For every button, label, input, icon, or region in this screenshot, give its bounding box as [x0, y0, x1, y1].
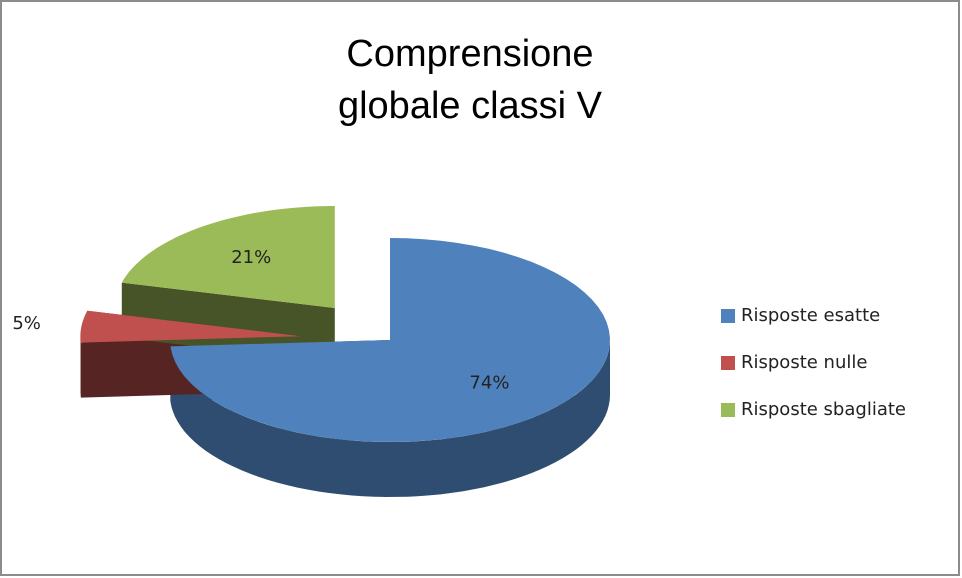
legend-swatch [721, 403, 735, 417]
slice-wall [121, 282, 335, 363]
slice [80, 310, 301, 343]
data-label: 21% [231, 247, 271, 268]
legend-label: Risposte nulle [741, 352, 867, 373]
slice [170, 238, 610, 442]
data-label: 74% [469, 372, 509, 393]
legend-label: Risposte esatte [741, 305, 880, 326]
data-label: 5% [12, 313, 41, 334]
chart-title: Comprensione globale classi V [337, 33, 603, 127]
slice-side [170, 340, 610, 497]
legend-swatch [721, 309, 735, 323]
legend-label: Risposte sbagliate [741, 399, 906, 420]
slice [121, 206, 335, 308]
legend-swatch [721, 356, 735, 370]
